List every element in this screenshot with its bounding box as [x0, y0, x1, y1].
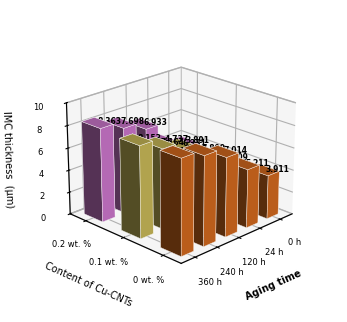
X-axis label: Aging time: Aging time [244, 268, 303, 302]
Y-axis label: Content of Cu-CNTs: Content of Cu-CNTs [44, 261, 134, 308]
